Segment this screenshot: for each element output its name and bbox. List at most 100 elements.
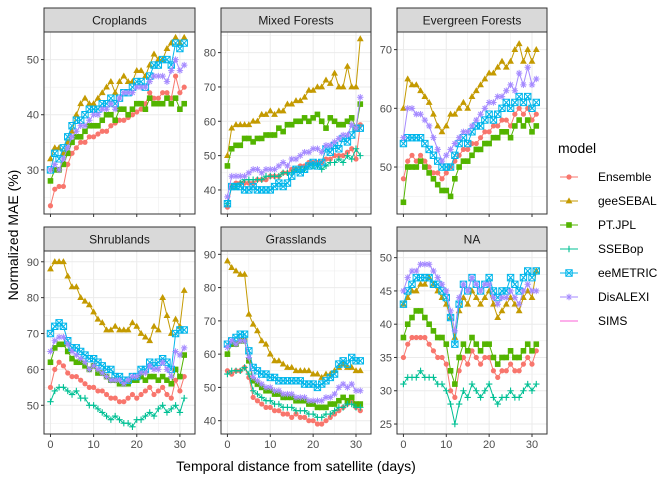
series-pt-jpl-point [241, 135, 248, 142]
series-disalexi-point [331, 138, 338, 146]
series-disalexi-point [400, 134, 407, 141]
series-ensemble-point [495, 123, 501, 129]
series-disalexi-point [120, 89, 128, 96]
series-disalexi-point [507, 81, 514, 89]
y-tick-label: 40 [27, 110, 39, 122]
series-eemetric-point [451, 340, 459, 348]
series-pt-jpl-point [340, 394, 346, 401]
series-eemetric-point [81, 351, 89, 359]
series-disalexi-point [485, 99, 493, 106]
series-disalexi-point [142, 369, 149, 377]
series-disalexi-point [176, 67, 184, 74]
series-pt-jpl-point [318, 404, 325, 411]
series-disalexi-point [163, 78, 171, 85]
series-ensemble-point [490, 123, 497, 129]
x-tick-label: 0 [400, 439, 406, 451]
series-pt-jpl-point [357, 101, 364, 107]
series-ensemble-point [78, 139, 84, 145]
series-geesebal-point [331, 69, 338, 76]
series-pt-jpl-point [456, 164, 462, 170]
series-pt-jpl-point [482, 140, 488, 147]
series-ssebop-line [227, 366, 361, 418]
series-geesebal-point [326, 79, 334, 86]
series-geesebal-point [254, 327, 261, 334]
series-eemetric-point [451, 151, 459, 159]
series-geesebal-point [528, 57, 536, 64]
panel-strip [43, 7, 196, 33]
panel-strip [43, 226, 196, 252]
legend-label: eeMETRIC [598, 266, 658, 280]
series-ensemble-point [280, 411, 286, 417]
series-ensemble-point [263, 177, 269, 183]
series-eemetric-point [309, 158, 317, 167]
series-pt-jpl-point [95, 122, 101, 129]
series-disalexi-point [232, 173, 240, 180]
series-disalexi-point [137, 369, 145, 377]
series-pt-jpl-point [430, 328, 437, 334]
panel-mixed-forests: Mixed Forests 40 50 60 70 80 [204, 7, 372, 217]
series-disalexi-point [305, 148, 313, 156]
series-eemetric-point [94, 358, 102, 366]
panel-border [396, 31, 548, 215]
series-eemetric-point [485, 273, 493, 282]
series-disalexi-point [107, 376, 115, 384]
series-eemetric-point [309, 380, 317, 388]
series-geesebal-point [511, 300, 519, 307]
series-pt-jpl-point [125, 111, 131, 118]
series-ssebop-point [237, 367, 244, 374]
series-disalexi-point [417, 261, 424, 268]
series-ssebop-point [129, 423, 136, 431]
series-disalexi-point [55, 166, 63, 174]
series-ssebop-point [485, 380, 493, 388]
series-disalexi-point [228, 173, 235, 180]
series-ssebop-point [176, 409, 184, 416]
series-pt-jpl-point [56, 341, 62, 348]
legend-item-ensemble: Ensemble [560, 170, 652, 184]
x-tick-label: 30 [526, 439, 538, 451]
y-tick-label: 40 [380, 319, 392, 331]
series-disalexi-point [47, 166, 54, 174]
series-pt-jpl-point [400, 334, 407, 341]
series-disalexi-point [533, 75, 540, 83]
series-pt-jpl-point [181, 352, 188, 358]
series-pt-jpl-point [224, 351, 231, 357]
series-eemetric-point [502, 98, 510, 107]
series-pt-jpl-point [422, 314, 428, 321]
series-ensemble-point [142, 388, 148, 394]
panel-croplands: Croplands 30 40 50 [27, 7, 196, 217]
series-disalexi-point [438, 157, 446, 165]
series-ensemble-point [452, 394, 458, 400]
series-geesebal-point [47, 155, 54, 162]
series-pt-jpl-point [64, 150, 71, 157]
series-ssebop-point [64, 387, 71, 395]
series-ensemble-point [353, 156, 359, 162]
series-group [399, 261, 540, 428]
series-pt-jpl-point [297, 397, 304, 404]
series-geesebal-point [498, 57, 506, 64]
series-geesebal-point [284, 100, 291, 107]
series-ssebop-point [331, 407, 338, 414]
series-ensemble-point [516, 105, 522, 111]
series-disalexi-point [413, 267, 420, 275]
series-disalexi-point [279, 159, 287, 166]
series-pt-jpl-point [172, 95, 179, 101]
series-ssebop-point [309, 410, 317, 418]
series-geesebal-point [51, 258, 59, 265]
series-geesebal-point [180, 286, 188, 293]
series-ensemble-point [503, 368, 509, 374]
series-disalexi-point [155, 72, 162, 80]
series-geesebal-point [451, 110, 459, 117]
series-ensemble-point [456, 368, 462, 374]
series-disalexi-point [490, 99, 497, 106]
series-geesebal-point [421, 92, 429, 99]
series-ensemble-point [129, 112, 136, 118]
series-pt-jpl-point [452, 381, 458, 387]
series-ensemble-point [108, 123, 114, 129]
series-eemetric-point [262, 370, 270, 378]
series-disalexi-point [460, 281, 467, 288]
series-geesebal-point [98, 89, 106, 96]
series-pt-jpl-point [314, 404, 321, 411]
series-geesebal-point [408, 287, 416, 294]
series-eemetric-point [532, 98, 540, 107]
